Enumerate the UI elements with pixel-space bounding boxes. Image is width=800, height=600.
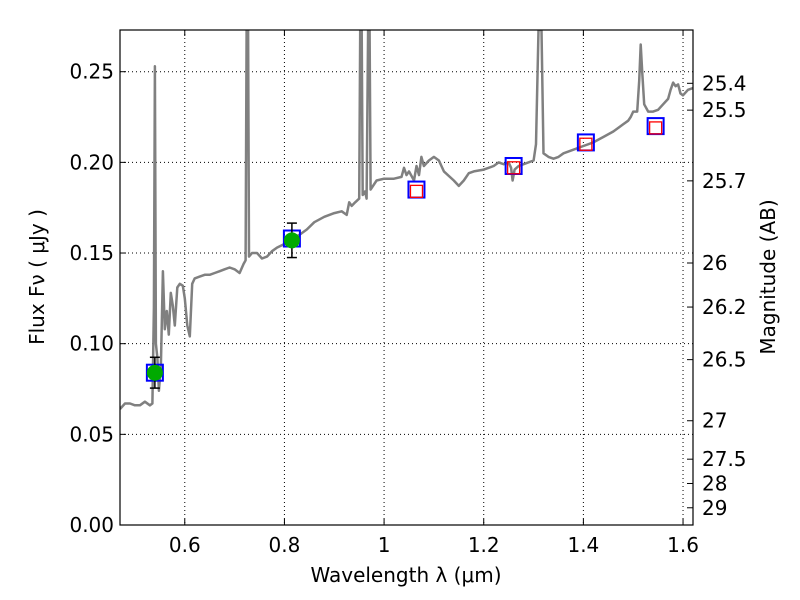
right-tick-label: 25.4 (702, 71, 747, 95)
y-tick-label: 0.10 (69, 332, 114, 356)
right-tick-label: 25.5 (702, 98, 747, 122)
right-tick-label: 29 (702, 496, 727, 520)
y-axis-right-label: Magnitude (AB) (756, 199, 780, 354)
right-tick-label: 26.5 (702, 348, 747, 372)
y-tick-label: 0.20 (69, 150, 114, 174)
series-line-model-sed (120, 30, 693, 410)
y-tick-label: 0.25 (69, 60, 114, 84)
x-tick-label: 0.6 (169, 533, 201, 557)
tick-layer: 0.6 0.8 1 1.2 1.4 1.6 0.00 0.05 0.10 0.15 0.20 0.25… (69, 30, 747, 557)
upper-limit-square (409, 184, 424, 199)
x-axis-label: Wavelength λ (μm) (310, 563, 501, 587)
right-tick-label: 26.2 (702, 295, 747, 319)
x-tick-label: 0.8 (269, 533, 301, 557)
upper-limit-square (579, 137, 593, 151)
marker-layer (145, 117, 665, 389)
grid-lines (120, 30, 693, 526)
right-tick-label: 25.7 (702, 169, 747, 193)
y-tick-label: 0.15 (69, 241, 114, 265)
detection-point (283, 232, 300, 249)
plot-area (120, 30, 693, 410)
x-tick-label: 1.6 (667, 533, 699, 557)
upper-limit-square (648, 121, 663, 135)
upper-limit-square (506, 161, 521, 175)
y-tick-label: 0.05 (69, 422, 114, 446)
right-tick-label: 27.5 (702, 447, 747, 471)
x-tick-label: 1.2 (468, 533, 500, 557)
plot-frame (119, 29, 694, 526)
x-tick-label: 1.4 (567, 533, 599, 557)
right-tick-label: 28 (702, 471, 727, 495)
y-tick-label: 0.00 (69, 513, 114, 537)
series-layer (120, 30, 693, 410)
detection-point (146, 364, 163, 381)
y-axis-label: Flux Fν ( μJy ) (25, 209, 49, 345)
x-tick-label: 1 (378, 533, 391, 557)
right-tick-label: 27 (702, 409, 727, 433)
right-tick-label: 26 (702, 251, 727, 275)
